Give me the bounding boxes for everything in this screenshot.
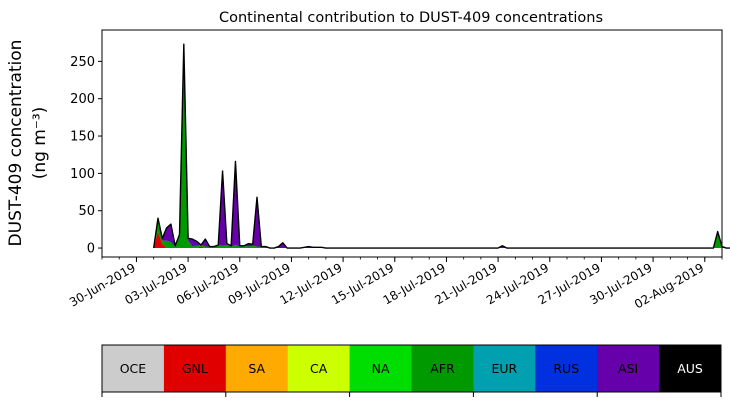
legend-swatch-rus xyxy=(535,345,598,392)
plot-area xyxy=(152,43,730,249)
legend-bar: OCE GNL SA CA NA AFR EUR RUS ASI AUS xyxy=(101,344,722,397)
legend-label-asi: ASI xyxy=(618,361,638,376)
y-tick-label: 50 xyxy=(78,204,95,219)
legend-swatch-na xyxy=(349,345,412,392)
legend-swatch-sa xyxy=(225,345,289,392)
y-axis-label: DUST-409 concentration xyxy=(6,40,26,247)
legend-swatch-asi xyxy=(597,345,660,392)
legend-label-rus: RUS xyxy=(553,361,579,376)
legend-label-gnl: GNL xyxy=(182,361,208,376)
legend-swatch-oce xyxy=(102,345,165,392)
legend-label-aus: AUS xyxy=(677,361,703,376)
legend-swatch-gnl xyxy=(163,345,227,392)
area-series-afr xyxy=(153,46,730,249)
legend-label-afr: AFR xyxy=(430,361,455,376)
y-axis-unit-label: (ng m⁻³) xyxy=(30,107,50,180)
legend-label-ca: CA xyxy=(310,361,328,376)
total-outline-line xyxy=(152,43,730,249)
chart-title: Continental contribution to DUST-409 con… xyxy=(219,10,603,26)
y-tick-label: 0 xyxy=(87,242,95,257)
legend-frame xyxy=(101,344,722,393)
legend-label-sa: SA xyxy=(248,361,265,376)
plot-frame xyxy=(101,29,723,258)
legend-swatch-ca xyxy=(287,345,351,392)
y-tick-label: 100 xyxy=(70,167,95,182)
legend-label-oce: OCE xyxy=(120,361,147,376)
y-tick-label: 250 xyxy=(70,55,95,70)
legend-swatch-aus xyxy=(659,345,722,392)
legend-label-eur: EUR xyxy=(491,361,517,376)
legend-swatch-eur xyxy=(473,345,536,392)
legend-swatch-afr xyxy=(411,345,474,392)
area-series-asi xyxy=(153,46,730,249)
y-tick-label: 150 xyxy=(70,130,95,145)
legend-label-na: NA xyxy=(372,361,390,376)
y-tick-label: 200 xyxy=(70,92,95,107)
axes: 05010015020025030-Jun-201903-Jul-201906-… xyxy=(67,29,723,311)
